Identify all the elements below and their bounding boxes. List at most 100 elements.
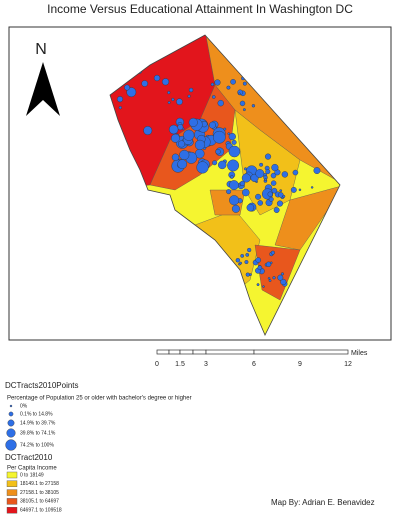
point-symbol: [194, 139, 206, 150]
point-symbol: [177, 159, 188, 169]
point-symbol: [262, 285, 265, 288]
point-symbol: [170, 133, 180, 143]
legend-swatch: [6, 471, 18, 479]
point-symbol: [267, 191, 273, 197]
point-symbol: [213, 130, 226, 144]
legend-symbol: [6, 428, 16, 438]
legend-label: 0%: [20, 403, 28, 409]
legend-field: Percentage of Population 25 or older wit…: [7, 396, 192, 402]
point-symbol: [153, 74, 161, 82]
tract: [254, 244, 301, 301]
scale-label: 9: [298, 361, 302, 368]
scale-label: 1.5: [175, 361, 185, 368]
point-symbol: [292, 169, 299, 176]
point-symbol: [209, 121, 216, 129]
point-symbol: [244, 260, 249, 265]
point-symbol: [128, 63, 138, 73]
point-symbol: [177, 124, 184, 131]
scale-label: 0: [155, 361, 159, 368]
point-symbol: [171, 153, 180, 161]
scale-segment: [205, 349, 255, 355]
point-symbol: [124, 84, 130, 91]
point-layer: [116, 63, 322, 288]
point-symbol: [277, 274, 284, 281]
point-symbol: [228, 132, 236, 141]
point-symbol: [188, 87, 194, 93]
point-symbol: [257, 200, 263, 206]
point-symbol: [226, 189, 232, 195]
north-arrow: [43, 62, 60, 116]
point-symbol: [230, 175, 234, 179]
legend-label: 27158.1 to 38105: [20, 490, 59, 496]
point-symbol: [250, 68, 255, 72]
point-symbol: [245, 272, 250, 277]
point-symbol: [116, 96, 124, 103]
legend-label: 74.2% to 100%: [20, 442, 54, 448]
scale-bar: [156, 349, 349, 355]
legend-symbol: [9, 404, 13, 408]
point-symbol: [269, 261, 273, 265]
point-symbol: [231, 204, 240, 213]
tract: [234, 109, 301, 216]
point-symbol: [239, 180, 246, 187]
point-symbol: [212, 160, 218, 166]
point-symbol: [276, 200, 284, 207]
point-symbol: [298, 188, 302, 192]
point-symbol: [318, 155, 322, 158]
point-symbol: [255, 257, 262, 263]
point-symbol: [143, 126, 153, 136]
legend-field: Per Capita Income: [7, 466, 57, 472]
point-symbol: [247, 247, 252, 253]
point-symbol: [273, 207, 280, 213]
point-symbol: [188, 117, 198, 127]
point-symbol: [268, 196, 274, 202]
point-symbol: [264, 153, 272, 160]
point-symbol: [280, 278, 287, 286]
legend-label: 14.9% to 39.7%: [20, 420, 56, 426]
point-symbol: [257, 265, 263, 271]
point-symbol: [168, 124, 179, 135]
point-symbol: [279, 189, 283, 193]
scale-segment: [179, 349, 194, 355]
point-symbol: [267, 277, 271, 280]
point-symbol: [239, 261, 243, 265]
scale-segment: [168, 349, 181, 355]
legend-label: 39.8% to 74.1%: [20, 430, 56, 436]
point-symbol: [282, 194, 286, 198]
point-symbol: [118, 106, 122, 110]
point-symbol: [126, 87, 137, 98]
point-symbol: [231, 139, 237, 145]
scale-unit: Miles: [351, 350, 368, 357]
point-symbol: [229, 195, 240, 206]
point-symbol: [167, 101, 171, 104]
point-symbol: [278, 192, 284, 198]
point-symbol: [270, 172, 277, 179]
point-symbol: [242, 81, 247, 86]
legend-swatch: [6, 507, 18, 514]
tract-polygons: [110, 35, 340, 335]
point-symbol: [240, 254, 245, 258]
point-symbol: [244, 167, 247, 171]
point-symbol: [290, 186, 297, 193]
point-symbol: [245, 253, 250, 257]
point-symbol: [167, 91, 171, 95]
point-symbol: [280, 272, 284, 276]
scale-segment: [156, 349, 170, 355]
legend-layer: DCTracts2010Points: [5, 381, 79, 390]
point-symbol: [251, 104, 256, 108]
point-symbol: [141, 80, 148, 87]
point-symbol: [196, 161, 209, 174]
point-symbol: [242, 108, 246, 112]
north-arrow: [26, 62, 43, 116]
point-symbol: [255, 193, 262, 200]
scale-label: 12: [344, 361, 352, 368]
point-symbol: [265, 169, 271, 175]
point-symbol: [271, 163, 279, 172]
point-symbol: [272, 276, 276, 280]
scale-label: 6: [252, 361, 256, 368]
point-symbol: [242, 188, 250, 197]
point-symbol: [271, 187, 278, 194]
point-symbol: [218, 160, 227, 170]
point-symbol: [238, 92, 241, 96]
